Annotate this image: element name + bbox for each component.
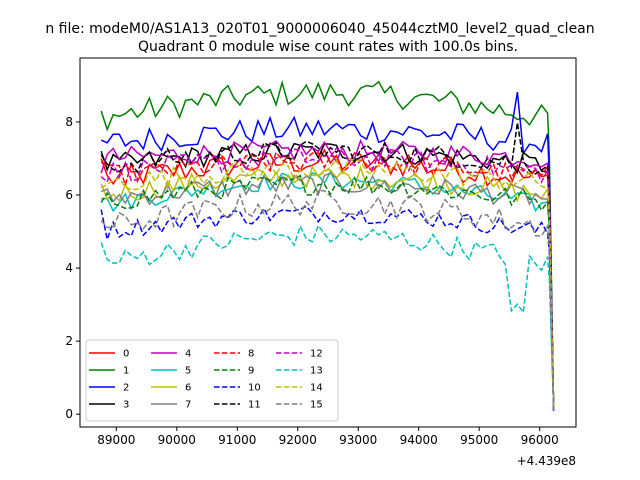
series-line-14	[100, 158, 555, 409]
series-line-8	[100, 150, 555, 411]
series-line-9	[100, 174, 555, 410]
chart-title: Quadrant 0 module wise count rates with …	[138, 39, 518, 55]
series-line-10	[100, 205, 555, 409]
x-tick-label: 96000	[521, 433, 559, 447]
series-line-6	[100, 164, 555, 409]
legend-label-3: 3	[123, 400, 129, 411]
x-tick-label: 91000	[218, 433, 256, 447]
legend-label-9: 9	[248, 366, 254, 377]
figure-suptitle: n file: modeM0/AS1A13_020T01_9000006040_…	[45, 21, 594, 37]
series-line-11	[100, 122, 555, 408]
legend-label-0: 0	[123, 349, 129, 360]
x-axis-offset-label: +4.439e8	[517, 454, 576, 468]
series-line-1	[100, 79, 555, 410]
legend-label-11: 11	[248, 400, 261, 411]
x-tick-label: 90000	[158, 433, 196, 447]
legend-label-8: 8	[248, 349, 254, 360]
y-tick-label: 8	[65, 115, 73, 129]
x-tick-label: 95000	[460, 433, 498, 447]
legend-label-7: 7	[185, 400, 191, 411]
legend-label-15: 15	[310, 400, 323, 411]
legend-label-1: 1	[123, 366, 129, 377]
plot-frame	[79, 57, 577, 428]
legend-label-2: 2	[123, 383, 129, 394]
legend-label-6: 6	[185, 383, 191, 394]
x-axis-ticks: 89000 90000 91000 92000 93000 94000 95000 96000	[97, 427, 559, 447]
legend-frame	[85, 339, 339, 422]
series-line-5	[101, 170, 555, 410]
legend-label-14: 14	[310, 383, 323, 394]
x-tick-label: 92000	[279, 433, 317, 447]
y-tick-label: 4	[65, 261, 73, 275]
y-tick-label: 0	[65, 407, 73, 421]
series-line-0	[100, 148, 555, 411]
series-line-7	[100, 172, 555, 408]
series-line-2	[100, 91, 555, 409]
x-tick-label: 93000	[339, 433, 377, 447]
x-tick-label: 94000	[400, 433, 438, 447]
legend-label-13: 13	[310, 366, 323, 377]
legend-label-5: 5	[185, 366, 191, 377]
series-line-12	[100, 147, 555, 411]
series-lines	[100, 79, 555, 411]
y-axis-ticks: 0 2 4 6 8	[65, 115, 80, 421]
legend-label-4: 4	[185, 349, 191, 360]
y-tick-label: 2	[65, 334, 73, 348]
series-line-13	[100, 223, 555, 410]
y-tick-label: 6	[65, 188, 73, 202]
x-tick-label: 89000	[97, 433, 135, 447]
legend-label-12: 12	[310, 349, 323, 360]
legend-label-10: 10	[248, 383, 261, 394]
series-line-15	[100, 189, 555, 408]
